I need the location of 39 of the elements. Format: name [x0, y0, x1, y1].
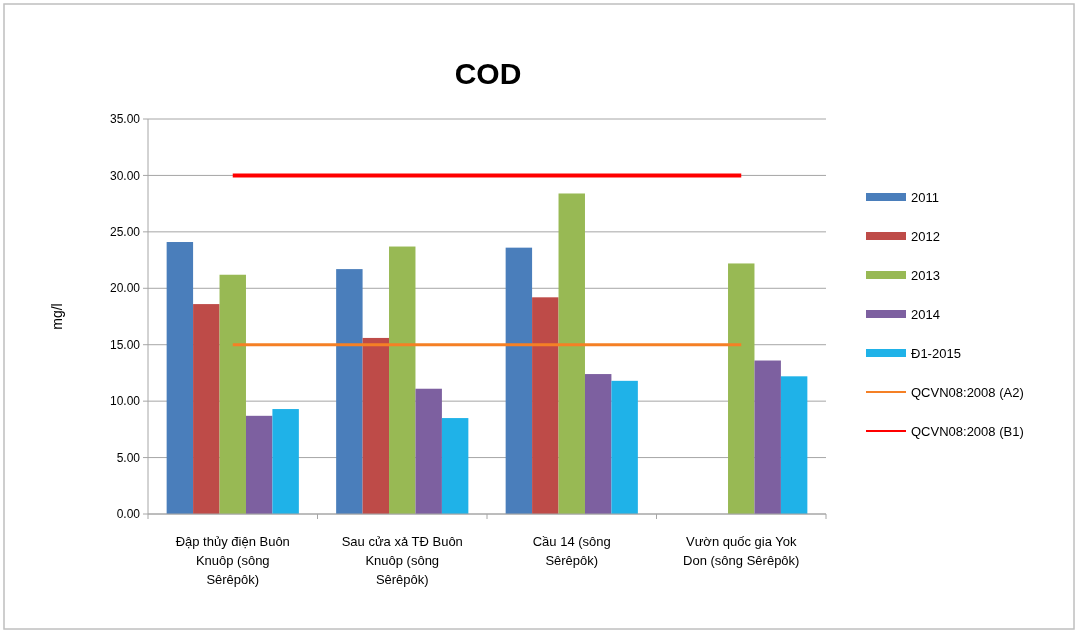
bar [558, 193, 585, 514]
legend-label: QCVN08:2008 (B1) [911, 423, 1024, 439]
chart-title: COD [454, 57, 522, 90]
bar [219, 274, 246, 514]
y-tick-label: 5.00 [116, 450, 141, 465]
legend-label: QCVN08:2008 (A2) [911, 384, 1024, 400]
bar [505, 247, 533, 514]
x-tick-label: Cầu 14 (sông Sêrêpôk) [532, 534, 611, 568]
bar [389, 246, 416, 514]
bar [728, 263, 755, 514]
legend-label: 2012 [911, 228, 940, 244]
bar [193, 304, 220, 514]
y-tick-label: 0.00 [116, 507, 141, 522]
y-axis-title: mg/l [49, 303, 65, 330]
legend-label: 2013 [911, 267, 940, 283]
bar [245, 415, 273, 514]
legend-label: 2014 [911, 306, 940, 322]
y-tick-label: 25.00 [109, 225, 141, 240]
bar [272, 409, 299, 514]
bar [441, 418, 469, 514]
bar [780, 376, 808, 514]
x-tick-label: Đập thủy điện Buôn Knuôp (sông Sêrêpôk) [175, 534, 290, 587]
y-tick-label: 15.00 [109, 337, 141, 352]
y-tick-label: 30.00 [109, 168, 141, 183]
bar [754, 360, 781, 514]
bar [532, 297, 559, 514]
bar [584, 374, 612, 514]
bar [362, 337, 390, 514]
x-tick-label: Sau cửa xả TĐ Buôn Knuôp (sông Sêrêpôk) [341, 534, 463, 587]
bar [611, 380, 638, 514]
y-tick-label: 20.00 [109, 281, 141, 296]
legend-label: 2011 [911, 189, 939, 205]
bar [415, 388, 442, 514]
bar [166, 242, 194, 514]
bar [336, 269, 363, 514]
y-tick-label: 35.00 [109, 112, 141, 127]
y-tick-label: 10.00 [109, 394, 141, 409]
legend-label: Đ1-2015 [911, 345, 961, 361]
x-tick-label: Vườn quốc gia Yok Don (sông Sêrêpôk) [683, 534, 800, 568]
